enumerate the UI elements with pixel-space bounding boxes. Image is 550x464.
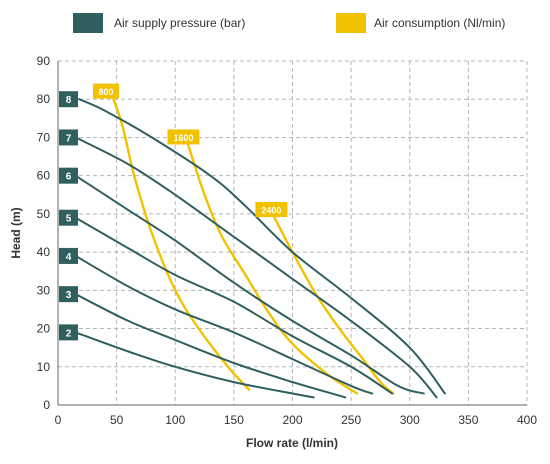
y-tick-label: 60 [37, 169, 51, 183]
x-tick-label: 350 [458, 413, 478, 427]
consumption-label-text: 1600 [173, 133, 193, 143]
grid [58, 60, 528, 405]
pressure-curve-2 [74, 331, 315, 399]
pressure-label-box [59, 167, 78, 184]
pressure-curve-5 [74, 216, 394, 395]
series-labels: 8 7 6 5 4 3 2 800 1600 2400 [59, 83, 288, 341]
x-tick-labels: 0 50 100 150 200 250 300 350 400 [55, 413, 538, 427]
y-tick-label: 20 [37, 322, 51, 336]
legend-label-consumption: Air consumption (Nl/min) [374, 16, 505, 30]
consumption-label-box [93, 83, 120, 99]
consumption-label-box [255, 202, 288, 218]
x-tick-label: 0 [55, 413, 62, 427]
pressure-curve-6 [74, 174, 425, 395]
pressure-label-7: 7 [59, 129, 78, 146]
pressure-label-box [59, 286, 78, 303]
x-tick-label: 50 [110, 413, 124, 427]
consumption-label-box [167, 129, 200, 145]
pressure-curve-7 [74, 136, 438, 399]
y-tick-label: 10 [37, 360, 51, 374]
pressure-label-2: 2 [59, 324, 78, 341]
pressure-label-5: 5 [59, 209, 78, 226]
consumption-label-text: 800 [99, 87, 114, 97]
pressure-label-3: 3 [59, 286, 78, 303]
x-tick-label: 250 [341, 413, 361, 427]
pressure-label-text: 3 [66, 290, 72, 301]
axes [57, 61, 527, 406]
pressure-label-box [59, 91, 78, 108]
legend-swatch-consumption [336, 13, 366, 33]
pressure-curve-3 [74, 293, 347, 399]
x-tick-label: 200 [282, 413, 302, 427]
consumption-curve-800 [109, 90, 251, 391]
x-tick-label: 150 [224, 413, 244, 427]
pressure-label-text: 7 [66, 133, 72, 144]
pressure-label-box [59, 247, 78, 264]
pressure-label-6: 6 [59, 167, 78, 184]
x-tick-label: 300 [400, 413, 420, 427]
x-axis-title: Flow rate (l/min) [246, 436, 338, 450]
pressure-label-8: 8 [59, 91, 78, 108]
consumption-label-text: 2400 [261, 206, 281, 216]
y-tick-label: 50 [37, 207, 51, 221]
pressure-label-text: 2 [66, 328, 72, 339]
y-tick-label: 40 [37, 245, 51, 259]
y-tick-label: 90 [37, 54, 51, 68]
y-tick-label: 0 [43, 398, 50, 412]
pressure-label-box [59, 324, 78, 341]
y-tick-label: 70 [37, 130, 51, 144]
pressure-curve-4 [74, 254, 374, 395]
y-tick-labels: 0 10 20 30 40 50 60 70 80 90 [37, 54, 51, 412]
consumption-label-2400: 2400 [255, 202, 288, 218]
y-tick-label: 30 [37, 283, 51, 297]
pressure-label-text: 5 [66, 214, 72, 225]
consumption-label-1600: 1600 [167, 129, 200, 145]
legend-swatch-pressure [73, 13, 103, 33]
x-tick-label: 100 [165, 413, 185, 427]
pressure-label-text: 4 [66, 252, 72, 263]
legend-label-pressure: Air supply pressure (bar) [114, 16, 245, 30]
y-tick-label: 80 [37, 92, 51, 106]
pressure-label-text: 8 [66, 95, 72, 106]
pressure-label-text: 6 [66, 172, 72, 183]
consumption-label-800: 800 [93, 83, 120, 99]
legend: Air supply pressure (bar) Air consumptio… [73, 13, 505, 33]
consumption-curve-1600 [185, 140, 359, 395]
x-tick-label: 400 [517, 413, 537, 427]
pressure-label-box [59, 129, 78, 146]
y-axis-title: Head (m) [9, 207, 23, 258]
series-layer [74, 90, 446, 399]
pressure-curve-8 [78, 98, 446, 395]
pressure-label-box [59, 209, 78, 226]
pressure-label-4: 4 [59, 247, 78, 264]
